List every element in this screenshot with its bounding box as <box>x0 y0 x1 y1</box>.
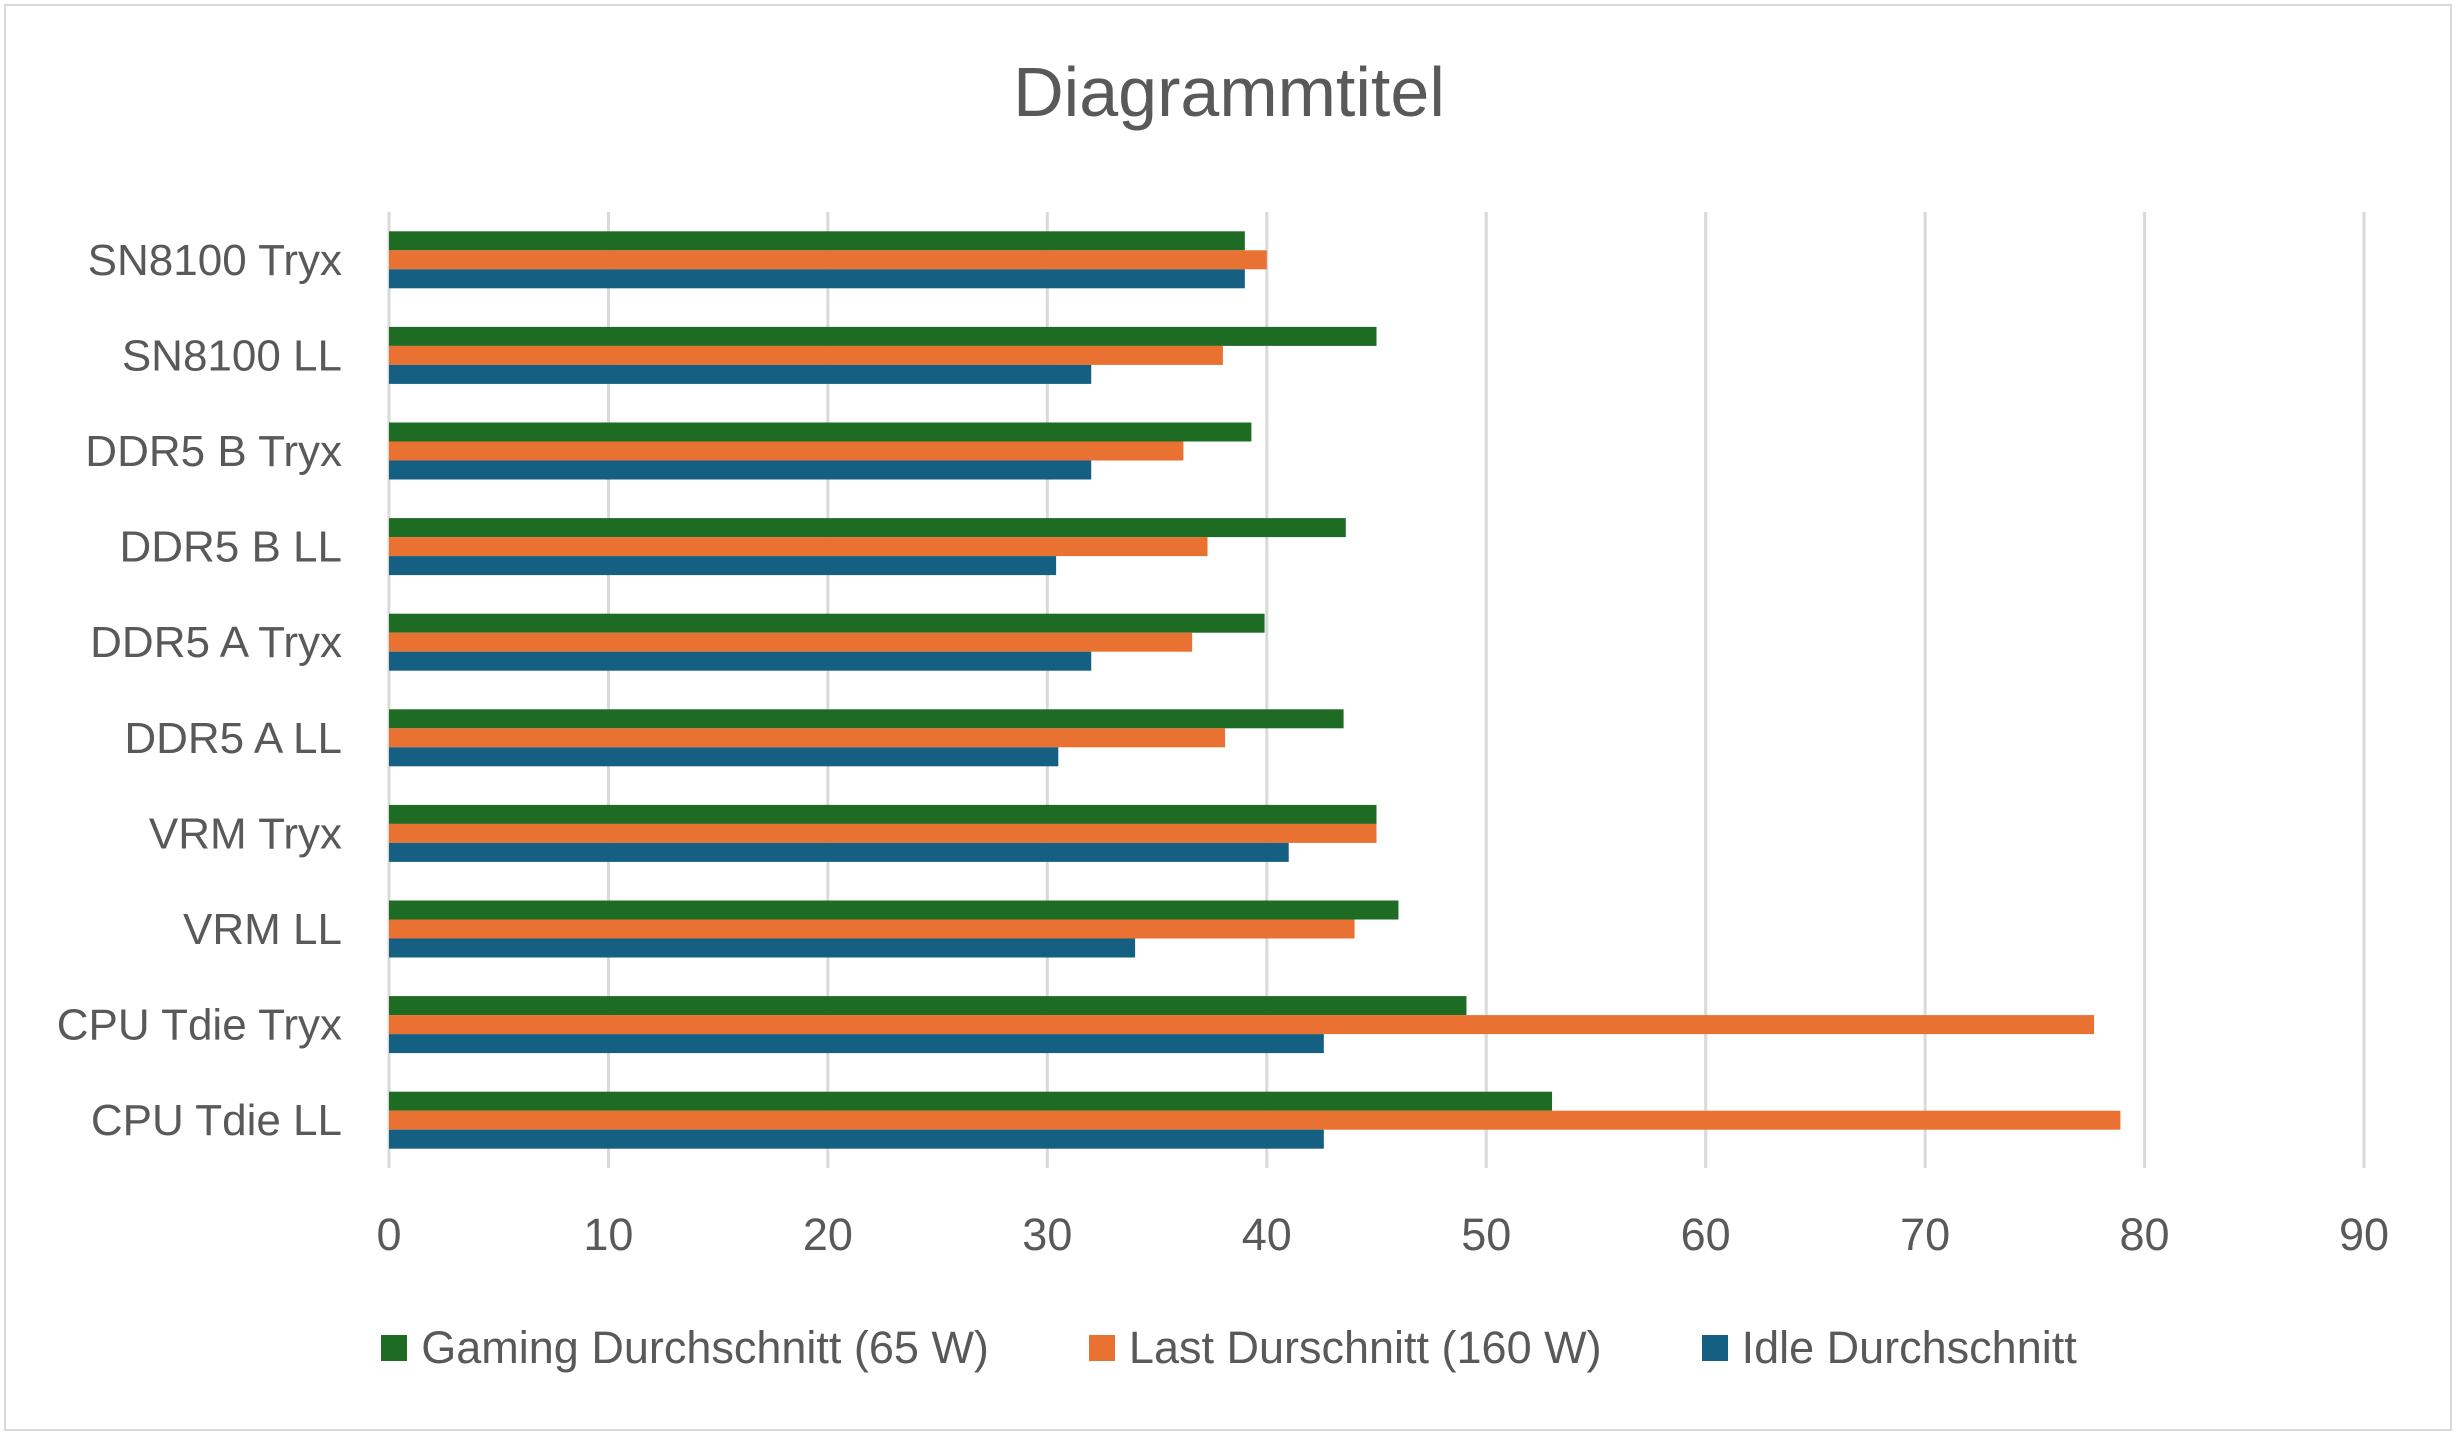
legend-label: Last Durschnitt (160 W) <box>1128 1322 1602 1373</box>
legend-swatch <box>1088 1335 1115 1361</box>
bar-ddr5-a-ll-series-2 <box>389 747 1059 767</box>
bar-vrm-tryx-series-2 <box>389 842 1289 862</box>
bar-cpu-tdie-ll-series-0 <box>389 1091 1553 1111</box>
chart-area <box>4 4 2452 1431</box>
x-tick-label: 80 <box>2120 1209 2170 1260</box>
x-tick-label: 40 <box>1242 1209 1292 1260</box>
bar-cpu-tdie-ll-series-2 <box>389 1129 1324 1149</box>
x-tick-label: 0 <box>376 1209 401 1260</box>
bar-ddr5-a-ll-series-1 <box>389 728 1226 748</box>
legend-swatch <box>381 1335 408 1361</box>
bar-ddr5-b-tryx-series-1 <box>389 441 1184 461</box>
bar-ddr5-b-tryx-series-0 <box>389 422 1252 442</box>
category-label: VRM Tryx <box>149 809 342 858</box>
x-tick-label: 70 <box>1900 1209 1950 1260</box>
x-tick-label: 10 <box>583 1209 633 1260</box>
bar-ddr5-b-ll-series-0 <box>389 518 1346 538</box>
x-tick-label: 90 <box>2339 1209 2389 1260</box>
bar-vrm-ll-series-2 <box>389 938 1136 958</box>
bar-vrm-tryx-series-1 <box>389 823 1377 843</box>
legend-label: Gaming Durchschnitt (65 W) <box>421 1322 989 1373</box>
category-label: DDR5 B Tryx <box>85 427 342 476</box>
category-label: DDR5 B LL <box>119 523 342 572</box>
bar-cpu-tdie-tryx-series-2 <box>389 1034 1324 1054</box>
x-tick-label: 50 <box>1461 1209 1511 1260</box>
bar-sn8100-tryx-series-2 <box>389 269 1245 289</box>
category-label: DDR5 A Tryx <box>90 618 342 667</box>
category-label: VRM LL <box>183 905 342 954</box>
category-label: CPU Tdie LL <box>91 1096 342 1145</box>
legend-label: Idle Durchschnitt <box>1741 1322 2077 1373</box>
category-label: SN8100 LL <box>122 331 342 380</box>
bar-ddr5-b-ll-series-2 <box>389 556 1057 576</box>
bar-sn8100-ll-series-2 <box>389 364 1092 384</box>
legend: Gaming Durchschnitt (65 W) Last Durschnit… <box>0 1322 2458 1374</box>
bar-sn8100-ll-series-1 <box>389 345 1223 365</box>
bar-ddr5-a-ll-series-0 <box>389 709 1344 729</box>
bar-ddr5-b-tryx-series-2 <box>389 460 1092 480</box>
bar-sn8100-ll-series-0 <box>389 326 1377 346</box>
x-tick-label: 20 <box>803 1209 853 1260</box>
bar-ddr5-a-tryx-series-2 <box>389 651 1092 671</box>
bar-vrm-tryx-series-0 <box>389 804 1377 824</box>
bar-cpu-tdie-tryx-series-0 <box>389 996 1467 1016</box>
bar-ddr5-a-tryx-series-1 <box>389 632 1193 652</box>
bar-vrm-ll-series-0 <box>389 900 1399 920</box>
bar-sn8100-tryx-series-1 <box>389 250 1267 270</box>
category-label: CPU Tdie Tryx <box>57 1001 342 1050</box>
legend-item: Gaming Durchschnitt (65 W) <box>381 1322 989 1374</box>
bar-cpu-tdie-ll-series-1 <box>389 1110 2121 1130</box>
bar-ddr5-b-ll-series-1 <box>389 537 1208 557</box>
bar-cpu-tdie-tryx-series-1 <box>389 1015 2095 1035</box>
x-tick-label: 30 <box>1022 1209 1072 1260</box>
legend-item: Last Durschnitt (160 W) <box>1088 1322 1602 1374</box>
legend-swatch <box>1701 1335 1728 1361</box>
bar-vrm-ll-series-1 <box>389 919 1355 939</box>
category-label: SN8100 Tryx <box>88 236 342 285</box>
category-label: DDR5 A LL <box>124 714 342 763</box>
legend-item: Idle Durchschnitt <box>1701 1322 2077 1374</box>
x-tick-label: 60 <box>1681 1209 1731 1260</box>
bar-sn8100-tryx-series-0 <box>389 231 1245 251</box>
bar-ddr5-a-tryx-series-0 <box>389 613 1265 633</box>
chart-title: Diagrammtitel <box>1013 53 1445 131</box>
